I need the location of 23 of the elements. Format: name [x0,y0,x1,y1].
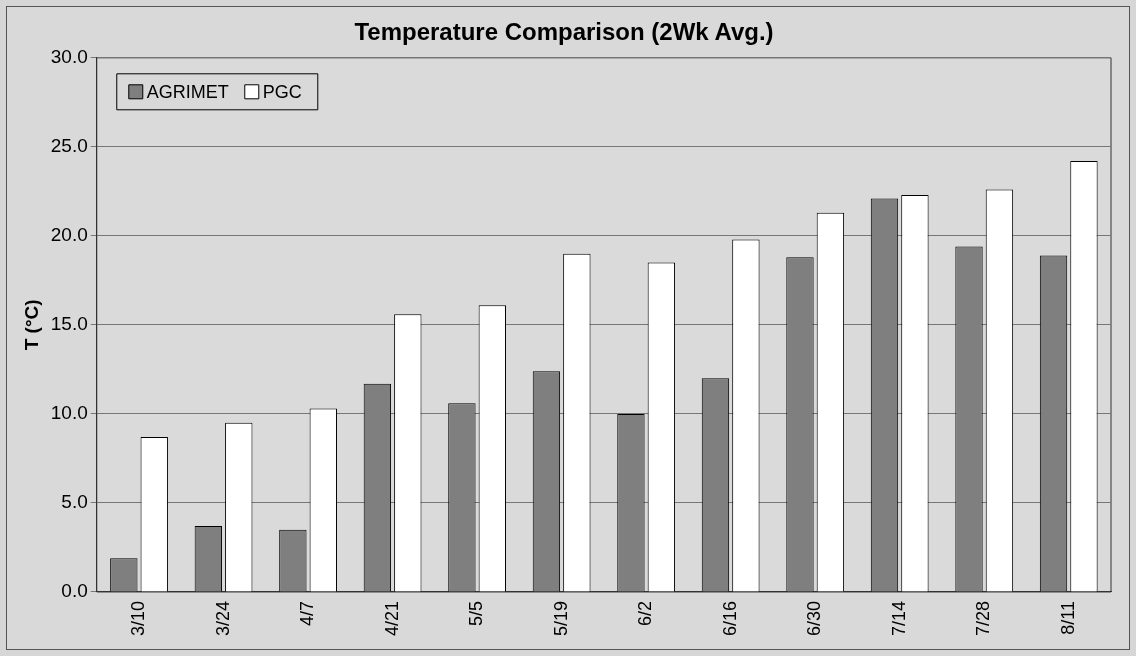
y-tick-label: 0.0 [61,580,88,602]
x-tick-label: 6/2 [635,600,656,626]
x-tick-label: 8/11 [1057,600,1078,635]
x-tick-label: 6/16 [719,600,740,637]
y-axis-title: T (°C) [20,299,42,351]
x-tick-label: 6/30 [804,600,825,637]
y-tick-label: 20.0 [50,224,88,246]
legend-label: AGRIMET [146,81,229,102]
x-tick-label: 3/24 [212,600,233,637]
chart-title: Temperature Comparison (2Wk Avg.) [354,18,774,46]
x-tick-label: 5/5 [466,600,487,626]
x-tick-label: 5/19 [550,600,571,637]
x-tick-label: 7/28 [973,600,994,637]
x-tick-label: 4/21 [381,600,402,637]
x-tick-label: 7/14 [888,600,909,637]
y-tick-label: 25.0 [50,135,88,157]
legend-label: PGC [262,81,302,102]
y-tick-label: 5.0 [61,491,88,513]
x-tick-label: 3/10 [128,600,149,637]
x-tick-label: 4/7 [297,600,318,626]
y-tick-label: 30.0 [50,46,88,68]
y-tick-label: 10.0 [50,402,88,424]
y-tick-label: 15.0 [50,313,88,335]
